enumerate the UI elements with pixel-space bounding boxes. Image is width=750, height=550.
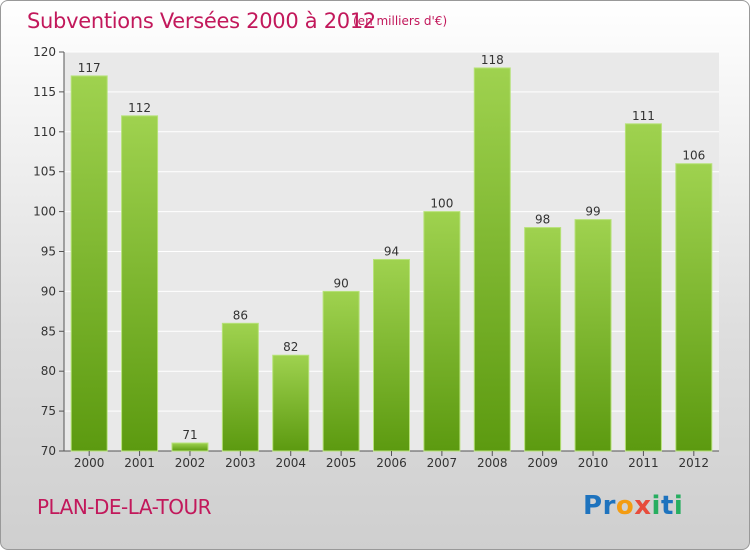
bar — [423, 211, 461, 452]
bar — [121, 115, 159, 452]
x-tick-label: 2012 — [679, 456, 710, 470]
bar-value-label: 117 — [78, 61, 101, 75]
x-tick-label: 2009 — [527, 456, 558, 470]
x-tick-label: 2003 — [225, 456, 256, 470]
x-tick-label: 2000 — [74, 456, 105, 470]
logo-letter: r — [602, 491, 616, 521]
commune-name: PLAN-DE-LA-TOUR — [37, 495, 212, 519]
x-tick-label: 2010 — [578, 456, 609, 470]
logo-letter: x — [634, 491, 652, 521]
x-tick-label: 2002 — [175, 456, 206, 470]
logo-letter: o — [615, 491, 635, 521]
y-tick-label: 70 — [41, 444, 56, 458]
y-tick-label: 105 — [33, 165, 56, 179]
bar — [272, 354, 310, 452]
bar-value-label: 71 — [182, 428, 197, 442]
bar-value-label: 98 — [535, 213, 550, 227]
bar — [171, 442, 209, 452]
logo-letter: i — [673, 491, 684, 521]
x-tick-label: 2007 — [427, 456, 458, 470]
bar-value-label: 99 — [585, 205, 600, 219]
bar-value-label: 86 — [233, 308, 248, 322]
logo-letter: t — [660, 491, 674, 521]
bar — [373, 258, 410, 452]
bar — [322, 290, 360, 452]
y-tick-label: 100 — [33, 205, 56, 219]
y-tick-label: 75 — [41, 404, 56, 418]
bar-value-label: 94 — [384, 244, 399, 258]
bar-value-label: 100 — [430, 197, 453, 211]
bar-value-label: 106 — [682, 149, 705, 163]
bar-value-label: 111 — [632, 109, 655, 123]
bar-value-label: 112 — [128, 101, 151, 115]
bar — [675, 163, 713, 452]
x-tick-label: 2001 — [124, 456, 155, 470]
bar — [221, 322, 259, 452]
unit-note: (en milliers d'€) — [353, 14, 448, 28]
bar — [473, 67, 511, 452]
bar — [524, 227, 562, 452]
bar-value-label: 90 — [333, 276, 348, 290]
x-tick-label: 2011 — [628, 456, 659, 470]
bar — [70, 75, 108, 452]
y-tick-label: 95 — [41, 245, 56, 259]
bar-value-label: 118 — [481, 53, 504, 67]
bar-value-label: 82 — [283, 340, 298, 354]
y-tick-label: 120 — [33, 45, 56, 59]
y-tick-label: 110 — [33, 125, 56, 139]
x-tick-label: 2005 — [326, 456, 357, 470]
logo-letter: P — [583, 491, 603, 521]
x-tick-label: 2004 — [275, 456, 306, 470]
bar — [624, 123, 662, 452]
x-tick-label: 2006 — [376, 456, 407, 470]
y-tick-label: 90 — [41, 284, 56, 298]
y-tick-label: 80 — [41, 364, 56, 378]
bar — [574, 219, 612, 452]
x-tick-label: 2008 — [477, 456, 508, 470]
logo-letter: i — [651, 491, 661, 521]
y-tick-label: 85 — [41, 324, 56, 338]
chart-title: Subventions Versées 2000 à 2012 — [27, 9, 376, 33]
y-tick-label: 115 — [33, 85, 56, 99]
proxiti-logo: Proxiti — [583, 491, 683, 521]
